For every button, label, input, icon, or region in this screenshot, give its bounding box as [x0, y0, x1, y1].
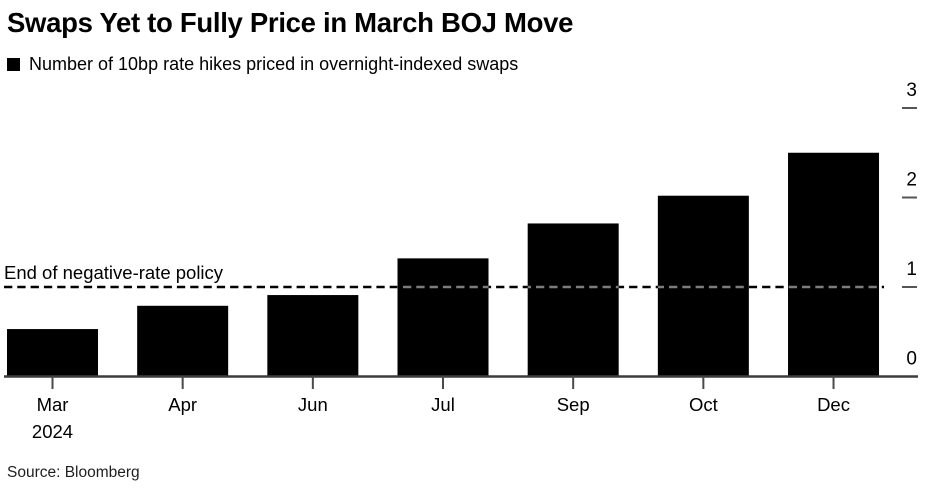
y-tick-label: 3	[906, 80, 917, 101]
chart-title: Swaps Yet to Fully Price in March BOJ Mo…	[7, 7, 574, 38]
y-tick-label: 1	[906, 259, 917, 280]
bar-apr	[137, 305, 229, 377]
bar-jun	[267, 295, 359, 377]
bar-jul	[397, 258, 489, 377]
annotation-label: End of negative-rate policy	[4, 262, 224, 283]
bar-mar	[7, 329, 98, 377]
x-tick-label: Apr	[168, 394, 197, 415]
source-note: Source: Bloomberg	[7, 464, 140, 481]
legend-swatch-icon	[7, 58, 20, 71]
bar-sep	[527, 223, 619, 377]
x-tick-sublabel: 2024	[32, 421, 73, 442]
x-tick-label: Mar	[37, 394, 69, 415]
bar-dec	[788, 152, 880, 377]
legend: Number of 10bp rate hikes priced in over…	[7, 54, 518, 75]
y-tick-label: 0	[906, 349, 917, 370]
x-tick-label: Oct	[689, 394, 718, 415]
x-tick-label: Dec	[817, 394, 850, 415]
x-tick-label: Jul	[431, 394, 455, 415]
x-tick-label: Jun	[298, 394, 328, 415]
y-tick-label: 2	[906, 170, 917, 191]
x-tick-label: Sep	[557, 394, 590, 415]
legend-label: Number of 10bp rate hikes priced in over…	[29, 54, 519, 74]
